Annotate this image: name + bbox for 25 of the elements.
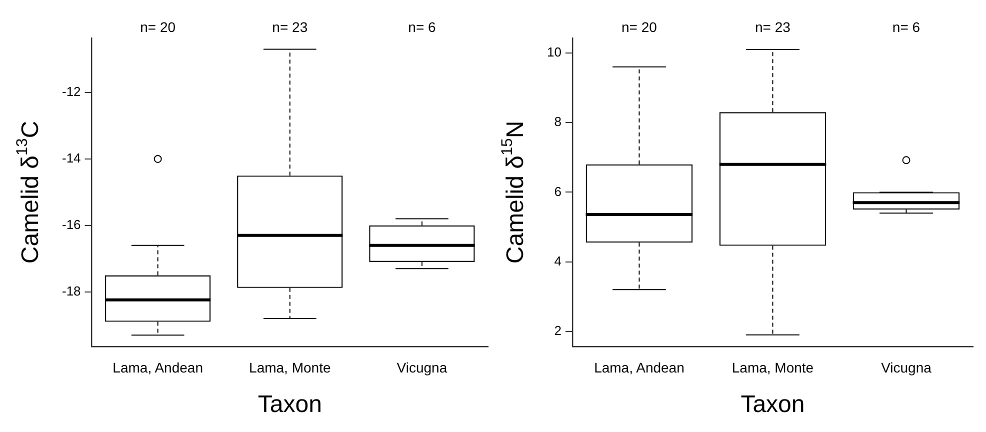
x-tick-label: Lama, Andean [594,360,684,376]
text: n= 23 [272,18,308,35]
y-tick-label: 2 [554,323,562,338]
text: n= 6 [892,18,920,35]
y-axis-title: Camelid δ15N [499,120,529,264]
y-tick-label: -12 [62,84,81,100]
y-tick-label: -16 [62,217,81,232]
y-tick-label: 10 [546,44,562,60]
x-tick-label: Lama, Monte [732,360,814,376]
y-tick-label: 6 [554,184,562,199]
text: n= 6 [408,18,436,35]
text: n= 23 [755,18,791,35]
x-tick-label: Lama, Andean [112,360,203,376]
x-tick-label: Lama, Monte [249,360,331,376]
x-tick-label: Vicugna [881,360,932,376]
x-tick-label: Vicugna [396,360,448,376]
x-axis-title: Taxon [258,391,322,418]
y-tick-label: 8 [554,114,562,130]
y-axis-title: Camelid δ13C [14,120,44,264]
y-tick-label: -18 [62,283,81,298]
y-tick-label: -14 [62,150,81,166]
text: n= 20 [622,18,658,35]
text: n= 20 [140,18,176,35]
x-axis-title: Taxon [740,391,805,418]
y-tick-label: 4 [554,253,562,268]
